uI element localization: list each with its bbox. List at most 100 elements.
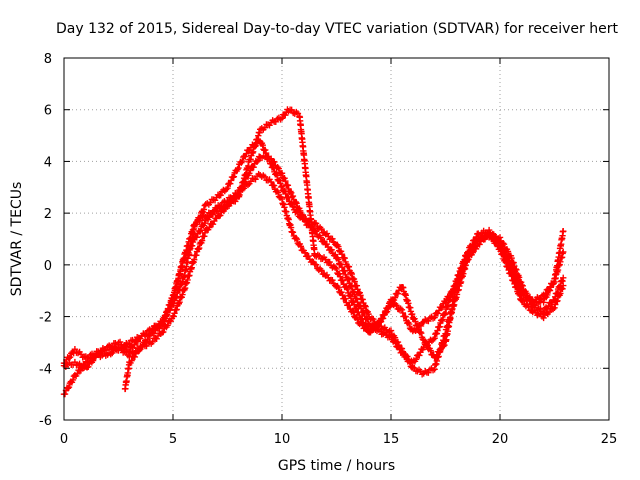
data-point	[427, 347, 434, 354]
data-point	[71, 345, 79, 353]
data-point	[262, 149, 270, 157]
data-point	[217, 191, 224, 199]
data-point	[551, 304, 558, 312]
data-point	[281, 175, 288, 182]
x-tick-label: 25	[601, 432, 618, 447]
data-point	[337, 248, 345, 255]
series-track-4	[121, 106, 567, 393]
data-point	[440, 343, 447, 350]
data-point	[282, 177, 289, 185]
data-point	[317, 234, 324, 241]
data-point	[149, 338, 156, 346]
data-point	[139, 342, 146, 350]
data-point	[498, 242, 506, 250]
data-point	[540, 299, 547, 306]
data-point	[224, 184, 231, 192]
data-point	[227, 177, 235, 184]
data-point	[301, 249, 309, 256]
data-point	[430, 336, 437, 343]
data-point	[288, 189, 295, 196]
data-point	[312, 228, 320, 235]
data-point	[431, 314, 438, 321]
data-point	[179, 291, 186, 298]
data-point	[243, 150, 250, 157]
data-point	[353, 295, 361, 302]
data-point	[353, 282, 361, 289]
data-point	[363, 322, 370, 329]
data-point	[405, 320, 413, 328]
data-point	[331, 264, 339, 271]
data-point	[217, 212, 224, 219]
data-point	[485, 226, 493, 234]
data-point	[433, 351, 440, 359]
data-point	[242, 153, 249, 160]
data-point	[399, 309, 407, 317]
data-point	[341, 267, 348, 275]
data-point	[339, 291, 346, 299]
y-tick-label: -4	[39, 362, 52, 377]
data-point	[397, 305, 404, 312]
data-point	[156, 325, 163, 332]
data-point	[338, 289, 345, 296]
data-point	[200, 206, 208, 213]
data-point	[559, 277, 566, 285]
data-point	[333, 265, 340, 273]
data-point	[362, 321, 369, 329]
data-point	[350, 301, 358, 308]
data-point	[274, 189, 282, 196]
data-point	[560, 228, 567, 235]
data-point	[65, 383, 73, 391]
data-point	[312, 261, 320, 268]
data-point	[267, 160, 275, 168]
plot-frame	[63, 57, 610, 421]
data-point	[163, 312, 170, 319]
data-point	[206, 224, 213, 231]
data-point	[134, 348, 142, 355]
data-point	[404, 353, 411, 360]
data-point	[287, 188, 294, 195]
data-point	[402, 313, 409, 320]
data-point	[345, 263, 353, 270]
data-point	[164, 322, 171, 329]
data-point	[262, 146, 269, 154]
data-point	[368, 327, 376, 334]
data-point	[293, 200, 300, 207]
data-point	[294, 209, 301, 216]
data-point	[347, 282, 355, 289]
data-point	[335, 284, 342, 292]
data-point	[347, 269, 355, 276]
data-point	[292, 234, 300, 242]
data-point	[275, 165, 282, 172]
data-point	[379, 315, 387, 322]
data-point	[153, 335, 160, 343]
data-point	[497, 242, 505, 249]
y-tick-label: 8	[44, 52, 52, 67]
data-point	[131, 353, 139, 361]
data-point	[391, 294, 399, 301]
data-point	[502, 249, 510, 257]
data-point	[360, 309, 367, 316]
data-point	[370, 326, 377, 333]
data-point	[207, 199, 214, 206]
data-point	[557, 290, 564, 297]
data-point	[434, 310, 442, 317]
x-tick-label: 10	[274, 432, 291, 447]
data-point	[234, 166, 241, 173]
data-point	[376, 318, 384, 326]
data-point	[293, 235, 301, 243]
data-point	[277, 183, 285, 191]
series-track-3	[60, 137, 567, 398]
data-point	[271, 158, 278, 166]
data-point	[422, 339, 429, 346]
data-point	[470, 243, 478, 250]
data-point	[559, 285, 566, 292]
data-point	[168, 299, 175, 307]
data-point	[387, 332, 395, 340]
data-point	[412, 356, 420, 363]
data-point	[259, 141, 266, 149]
data-point	[61, 390, 69, 398]
data-point	[173, 306, 180, 313]
data-point	[297, 243, 305, 250]
data-point	[292, 198, 299, 206]
